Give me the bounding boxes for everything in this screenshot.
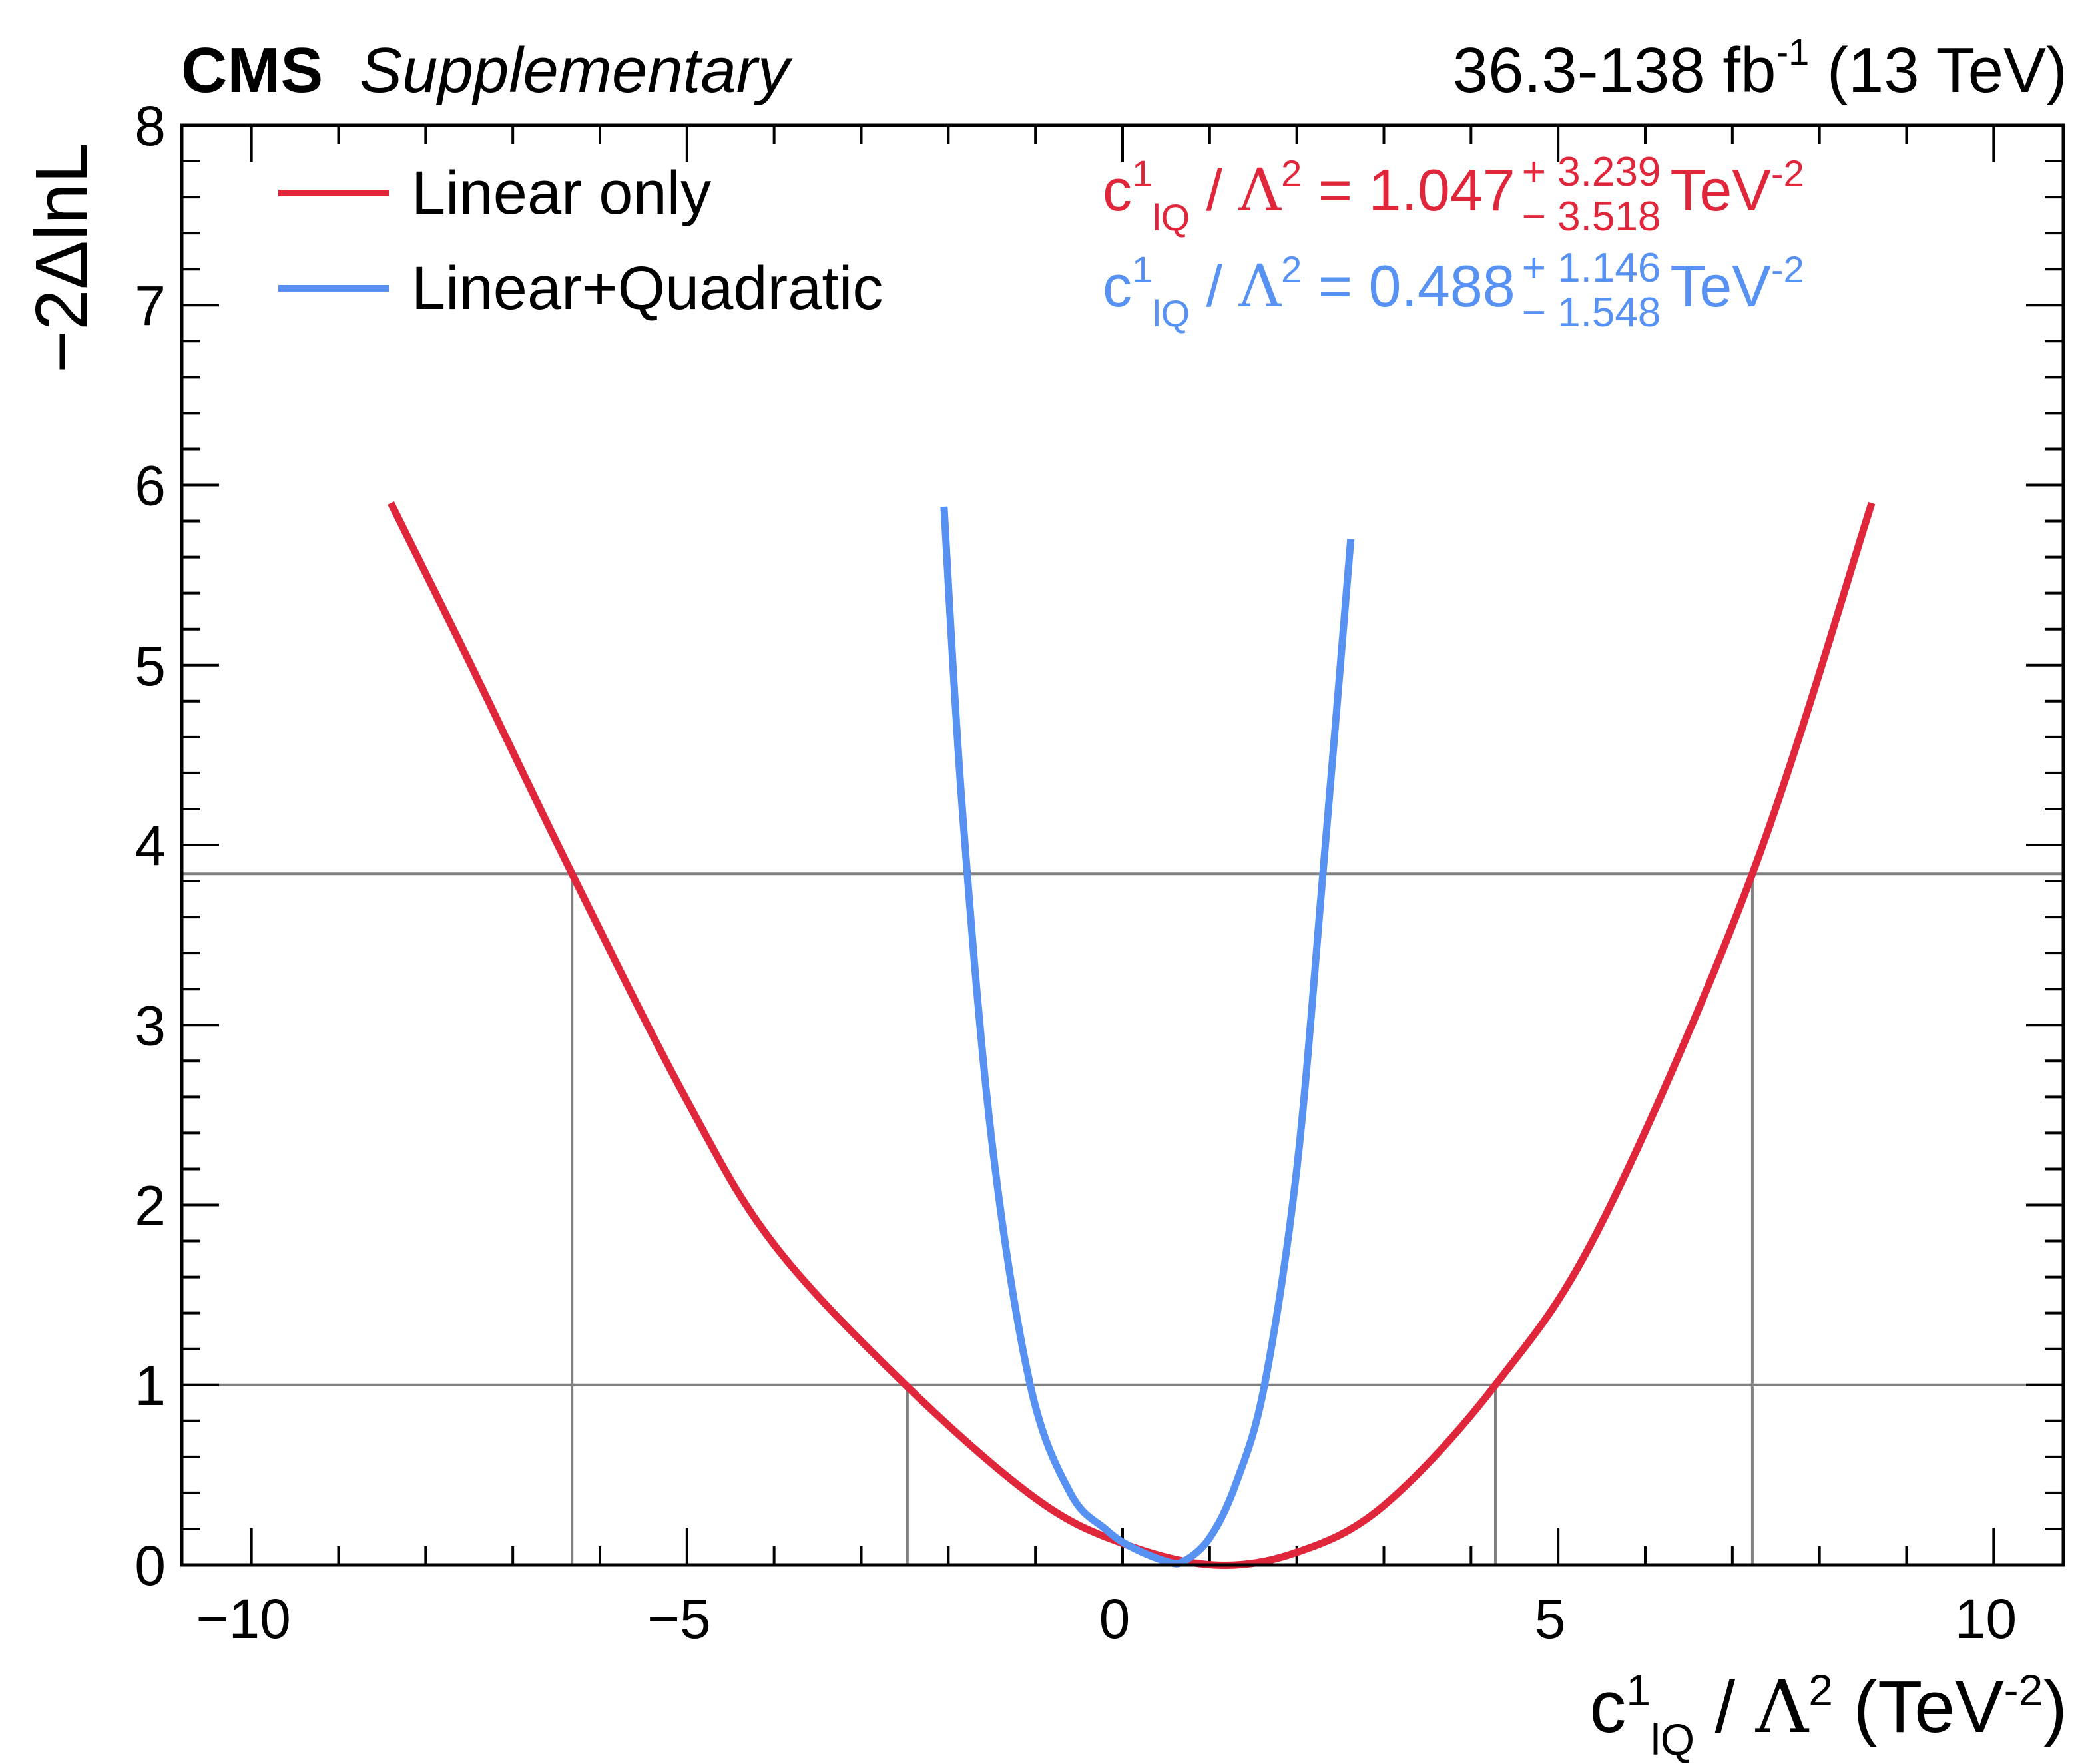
reference-lines bbox=[182, 872, 2063, 1565]
fit-result-linear: c1lQ / Λ2 = 1.047 + 3.239− 3.518 TeV-2 bbox=[1103, 150, 1804, 240]
x-title-coef: c bbox=[1589, 1666, 1627, 1748]
supplementary-label: Supplementary bbox=[360, 35, 790, 106]
x-title-unit-sup: -2 bbox=[2003, 1665, 2043, 1715]
legend-label-linear: Linear only bbox=[411, 159, 712, 227]
y-tick-label: 5 bbox=[134, 635, 166, 697]
x-tick-label: −10 bbox=[196, 1588, 291, 1650]
x-tick-label: 5 bbox=[1535, 1588, 1566, 1650]
fit-value: 0.488 bbox=[1368, 253, 1515, 320]
fit-err-up: + 1.146 bbox=[1521, 245, 1661, 291]
fit-lambda: Λ bbox=[1238, 156, 1282, 225]
fit-lambda: Λ bbox=[1238, 252, 1282, 321]
x-axis-title: c1lQ / Λ2 (TeV-2) bbox=[1589, 1668, 2067, 1761]
fit-eq: = bbox=[1318, 157, 1353, 224]
x-title-unit: (TeV bbox=[1853, 1666, 2004, 1748]
fit-unit: TeV bbox=[1670, 157, 1771, 224]
fit-coef-sub: lQ bbox=[1153, 196, 1190, 239]
fit-unit: TeV bbox=[1670, 253, 1771, 320]
x-title-close: ) bbox=[2043, 1666, 2067, 1748]
fit-unit-sup: -2 bbox=[1770, 248, 1804, 291]
lumi-exponent: -1 bbox=[1776, 31, 1810, 73]
fit-err-up: + 3.239 bbox=[1521, 149, 1661, 195]
y-tick-label: 2 bbox=[134, 1175, 166, 1237]
fit-errors: + 1.146− 1.548 bbox=[1522, 246, 1661, 336]
y-tick-label: 1 bbox=[134, 1354, 166, 1417]
x-title-lambda: Λ bbox=[1755, 1664, 1809, 1749]
fit-err-down: − 3.518 bbox=[1521, 193, 1661, 240]
fit-result-quadratic: c1lQ / Λ2 = 0.488 + 1.146− 1.548 TeV-2 bbox=[1103, 246, 1804, 336]
y-tick-label: 0 bbox=[134, 1534, 166, 1597]
y-tick-label: 4 bbox=[134, 814, 166, 877]
x-tick-label: 0 bbox=[1099, 1588, 1131, 1650]
energy-label: (13 TeV) bbox=[1826, 35, 2067, 106]
fit-coef: c bbox=[1103, 157, 1132, 224]
y-tick-label: 3 bbox=[134, 994, 166, 1057]
fit-unit-sup: -2 bbox=[1770, 152, 1804, 195]
fit-eq: = bbox=[1318, 253, 1353, 320]
fit-sep: / bbox=[1206, 157, 1223, 224]
tick-labels: −10 −5 0 5 10 0 1 2 3 4 5 6 7 8 bbox=[134, 95, 2017, 1650]
x-title-sep: / bbox=[1714, 1666, 1736, 1748]
likelihood-curves bbox=[388, 501, 1876, 1569]
curve-linear-only bbox=[388, 501, 1876, 1569]
curve-linear-quadratic bbox=[940, 506, 1355, 1568]
fit-err-down: − 1.548 bbox=[1521, 289, 1661, 336]
fit-errors: + 3.239− 3.518 bbox=[1522, 150, 1661, 240]
fit-value: 1.047 bbox=[1368, 157, 1515, 224]
y-axis-title: −2ΔlnL bbox=[21, 143, 103, 373]
luminosity-label: 36.3-138 fb-1 (13 TeV) bbox=[1453, 33, 2067, 103]
x-title-coef-sup: 1 bbox=[1626, 1665, 1651, 1715]
fit-lambda-sup: 2 bbox=[1281, 152, 1302, 195]
legend-lines bbox=[278, 190, 389, 292]
legend-label-quadratic: Linear+Quadratic bbox=[411, 254, 884, 322]
fit-coef-sup: 1 bbox=[1132, 152, 1153, 195]
plot-frame bbox=[180, 123, 2065, 1567]
x-title-lambda-sup: 2 bbox=[1808, 1665, 1833, 1715]
fit-sep: / bbox=[1206, 253, 1223, 320]
fit-lambda-sup: 2 bbox=[1281, 248, 1302, 291]
y-tick-label: 6 bbox=[134, 455, 166, 517]
fit-coef-sup: 1 bbox=[1132, 248, 1153, 291]
lumi-value: 36.3-138 fb bbox=[1452, 35, 1776, 106]
experiment-label: CMS bbox=[181, 35, 324, 106]
x-tick-label: −5 bbox=[647, 1588, 711, 1650]
fit-coef-sub: lQ bbox=[1153, 292, 1190, 335]
x-tick-label: 10 bbox=[1955, 1588, 2017, 1650]
axis-ticks bbox=[182, 124, 2063, 1566]
fit-coef: c bbox=[1103, 253, 1132, 320]
y-tick-label: 8 bbox=[134, 95, 166, 157]
y-tick-label: 7 bbox=[134, 274, 166, 337]
x-title-coef-sub: lQ bbox=[1651, 1715, 1695, 1764]
